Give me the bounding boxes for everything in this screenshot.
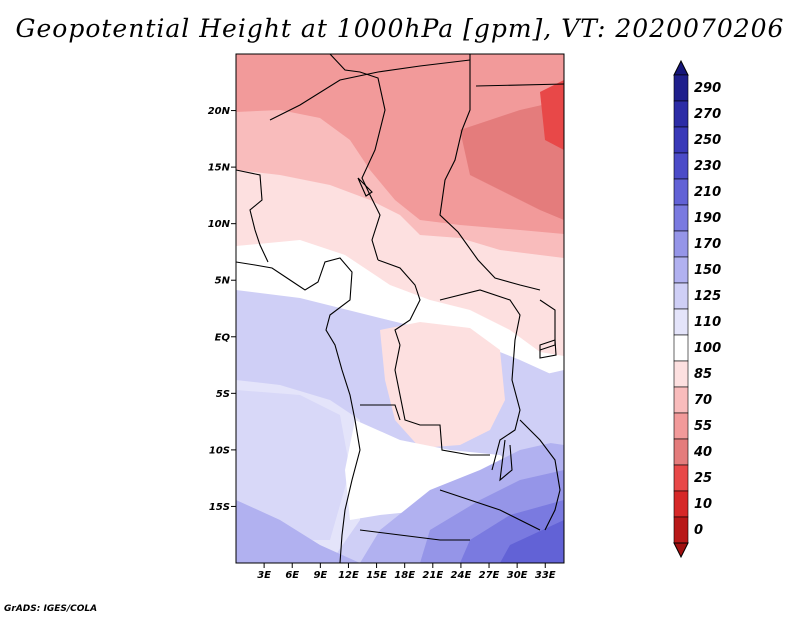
colorbar-label: 125 [694,289,721,304]
colorbar-swatch [673,126,689,154]
colorbar-label: 190 [694,211,721,226]
lat-tick-label: 5S [216,389,230,400]
colorbar-label: 230 [694,159,721,174]
lon-tick-label: 33E [535,570,556,581]
colorbar-swatch [673,100,689,128]
colorbar-swatch [673,308,689,336]
colorbar-swatch [673,464,689,492]
height-field [236,54,564,563]
colorbar-swatch [673,412,689,440]
grads-credit: GrADS: IGES/COLA [4,604,98,614]
colorbar-label: 25 [694,471,712,486]
lon-axis: 3E 6E 9E 12E 15E 18E 21E 24E 27E 30E 33E [257,563,556,581]
colorbar: 2902702502302101901701501251101008570554… [673,59,721,559]
colorbar-label: 250 [694,133,721,148]
lat-tick-label: 15N [208,163,231,174]
colorbar-label: 270 [694,107,721,122]
colorbar-swatch [673,490,689,518]
coastlines-borders [236,54,564,563]
colorbar-label: 170 [694,237,721,252]
colorbar-top-arrow [673,59,689,76]
colorbar-label: 0 [694,523,703,538]
colorbar-swatch [673,438,689,466]
lon-tick-label: 27E [479,570,500,581]
colorbar-swatch [673,516,689,544]
colorbar-label: 150 [694,263,721,278]
lat-tick-label: 10S [209,445,230,456]
lon-tick-label: 12E [338,570,359,581]
lon-tick-label: 3E [257,570,271,581]
colorbar-swatch [673,178,689,206]
colorbar-bottom-arrow [673,542,689,559]
map-title: Geopotential Height at 1000hPa [gpm], VT… [15,14,785,43]
colorbar-label: 100 [694,341,721,356]
colorbar-swatch [673,334,689,362]
colorbar-label: 10 [694,497,712,512]
colorbar-swatch [673,360,689,388]
colorbar-label: 70 [694,393,712,408]
colorbar-label: 40 [693,445,712,460]
colorbar-swatch [673,282,689,310]
lon-tick-label: 21E [422,570,443,581]
plot-frame [235,53,565,564]
lat-tick-label: 10N [208,219,231,230]
colorbar-label: 210 [694,185,721,200]
lon-tick-label: 6E [285,570,299,581]
lat-tick-label: EQ [215,332,231,343]
lon-tick-label: 15E [366,570,387,581]
lon-tick-label: 24E [451,570,472,581]
lat-tick-label: 15S [209,502,230,513]
colorbar-swatch [673,256,689,284]
colorbar-swatch [673,152,689,180]
lon-tick-label: 18E [394,570,415,581]
colorbar-swatch [673,74,689,102]
colorbar-swatch [673,204,689,232]
lat-axis: 20N 15N 10N 5N EQ 5S 10S 15S [208,106,236,513]
lat-tick-label: 5N [215,276,231,287]
lat-tick-label: 20N [208,106,231,117]
colorbar-label: 290 [694,81,721,96]
colorbar-label: 110 [694,315,721,330]
lon-tick-label: 30E [507,570,528,581]
colorbar-label: 55 [694,419,712,434]
colorbar-swatch [673,230,689,258]
colorbar-label: 85 [694,367,712,382]
colorbar-swatch [673,386,689,414]
lon-tick-label: 9E [313,570,327,581]
